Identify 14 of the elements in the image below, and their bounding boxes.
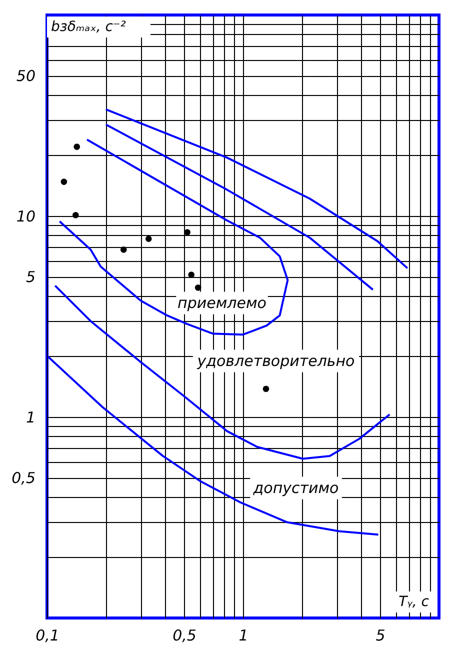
annotation: допустимо (252, 479, 339, 497)
x-tick-label: 0,1 (36, 626, 60, 644)
y-tick-label: 1 (26, 408, 36, 426)
x-axis-title: Tᵧ, с (398, 594, 430, 610)
annotation: удовлетворительно (196, 352, 355, 370)
x-tick-label: 0,5 (172, 626, 196, 644)
y-axis-title: bзδₘₐₓ, с⁻² (51, 19, 126, 35)
y-tick-label: 10 (16, 208, 36, 226)
annotation: приемлемо (178, 294, 266, 312)
y-tick-label: 0,5 (12, 469, 36, 488)
x-tick-label: 5 (376, 626, 386, 644)
y-tick-label: 50 (16, 67, 36, 86)
y-tick-label: 5 (26, 268, 36, 286)
x-tick-label: 1 (238, 626, 248, 644)
